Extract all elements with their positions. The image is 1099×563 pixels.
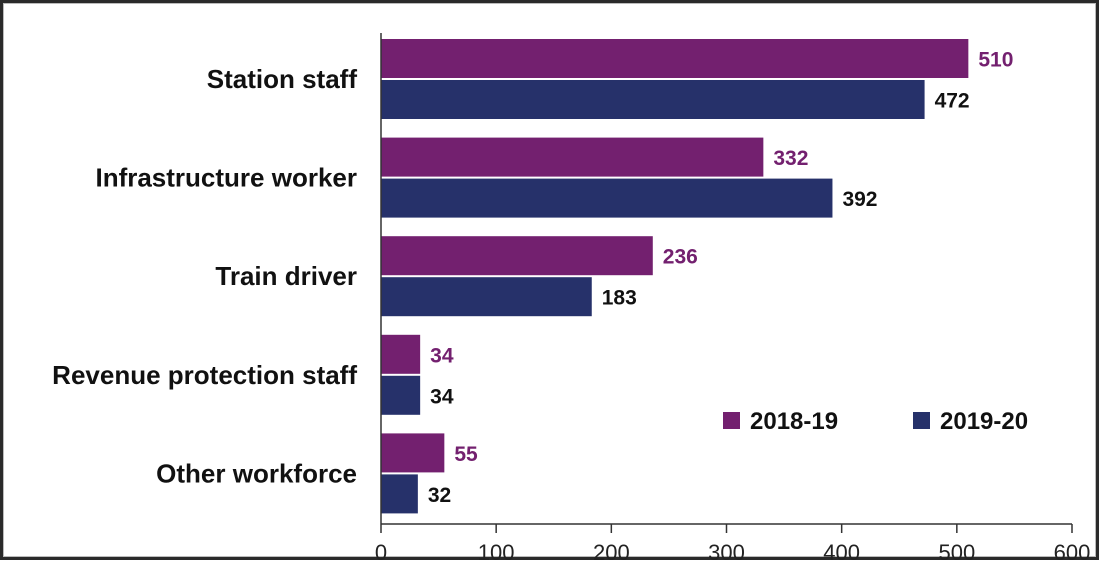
value-label: 34 — [430, 344, 454, 367]
x-tick-label: 300 — [708, 540, 745, 563]
category-label: Other workforce — [156, 458, 357, 488]
value-label: 236 — [663, 246, 698, 269]
value-label: 392 — [842, 188, 877, 211]
x-tick-label: 600 — [1054, 540, 1091, 563]
legend: 2018-19 2019-20 — [723, 408, 1028, 435]
bars-layer — [381, 39, 969, 514]
value-label: 183 — [602, 287, 637, 310]
category-label: Train driver — [215, 261, 357, 291]
bar-2-2018-19 — [381, 137, 764, 177]
category-labels-layer: Station staff Infrastructure worker Train … — [52, 64, 357, 488]
x-tick-label: 500 — [938, 540, 975, 563]
category-label: Infrastructure worker — [95, 163, 357, 193]
x-tick-label: 0 — [375, 540, 387, 563]
bar-2-2019-20 — [381, 178, 833, 218]
legend-label: 2018-19 — [750, 408, 838, 435]
bar-5-2019-20 — [381, 474, 418, 514]
x-axis: 0 100 200 300 400 500 600 — [375, 33, 1090, 563]
bar-1-2019-20 — [381, 80, 925, 119]
value-label: 332 — [773, 147, 808, 170]
bar-4-2018-19 — [381, 334, 421, 374]
legend-swatch-2018-19 — [723, 412, 740, 429]
bar-3-2019-20 — [381, 277, 592, 317]
legend-swatch-2019-20 — [913, 412, 930, 429]
bar-3-2018-19 — [381, 236, 653, 276]
value-label: 34 — [430, 385, 454, 408]
value-label: 32 — [428, 484, 451, 507]
legend-label: 2019-20 — [940, 408, 1028, 435]
bar-4-2019-20 — [381, 375, 421, 415]
value-label: 55 — [454, 443, 478, 466]
category-label: Revenue protection staff — [52, 360, 357, 390]
category-label: Station staff — [207, 64, 358, 94]
x-tick-label: 100 — [478, 540, 515, 563]
x-tick-label: 200 — [593, 540, 630, 563]
value-label: 472 — [935, 90, 970, 113]
bar-5-2018-19 — [381, 433, 445, 473]
bar-1-2018-19 — [381, 39, 969, 78]
x-tick-label: 400 — [823, 540, 860, 563]
value-label: 510 — [978, 49, 1013, 72]
